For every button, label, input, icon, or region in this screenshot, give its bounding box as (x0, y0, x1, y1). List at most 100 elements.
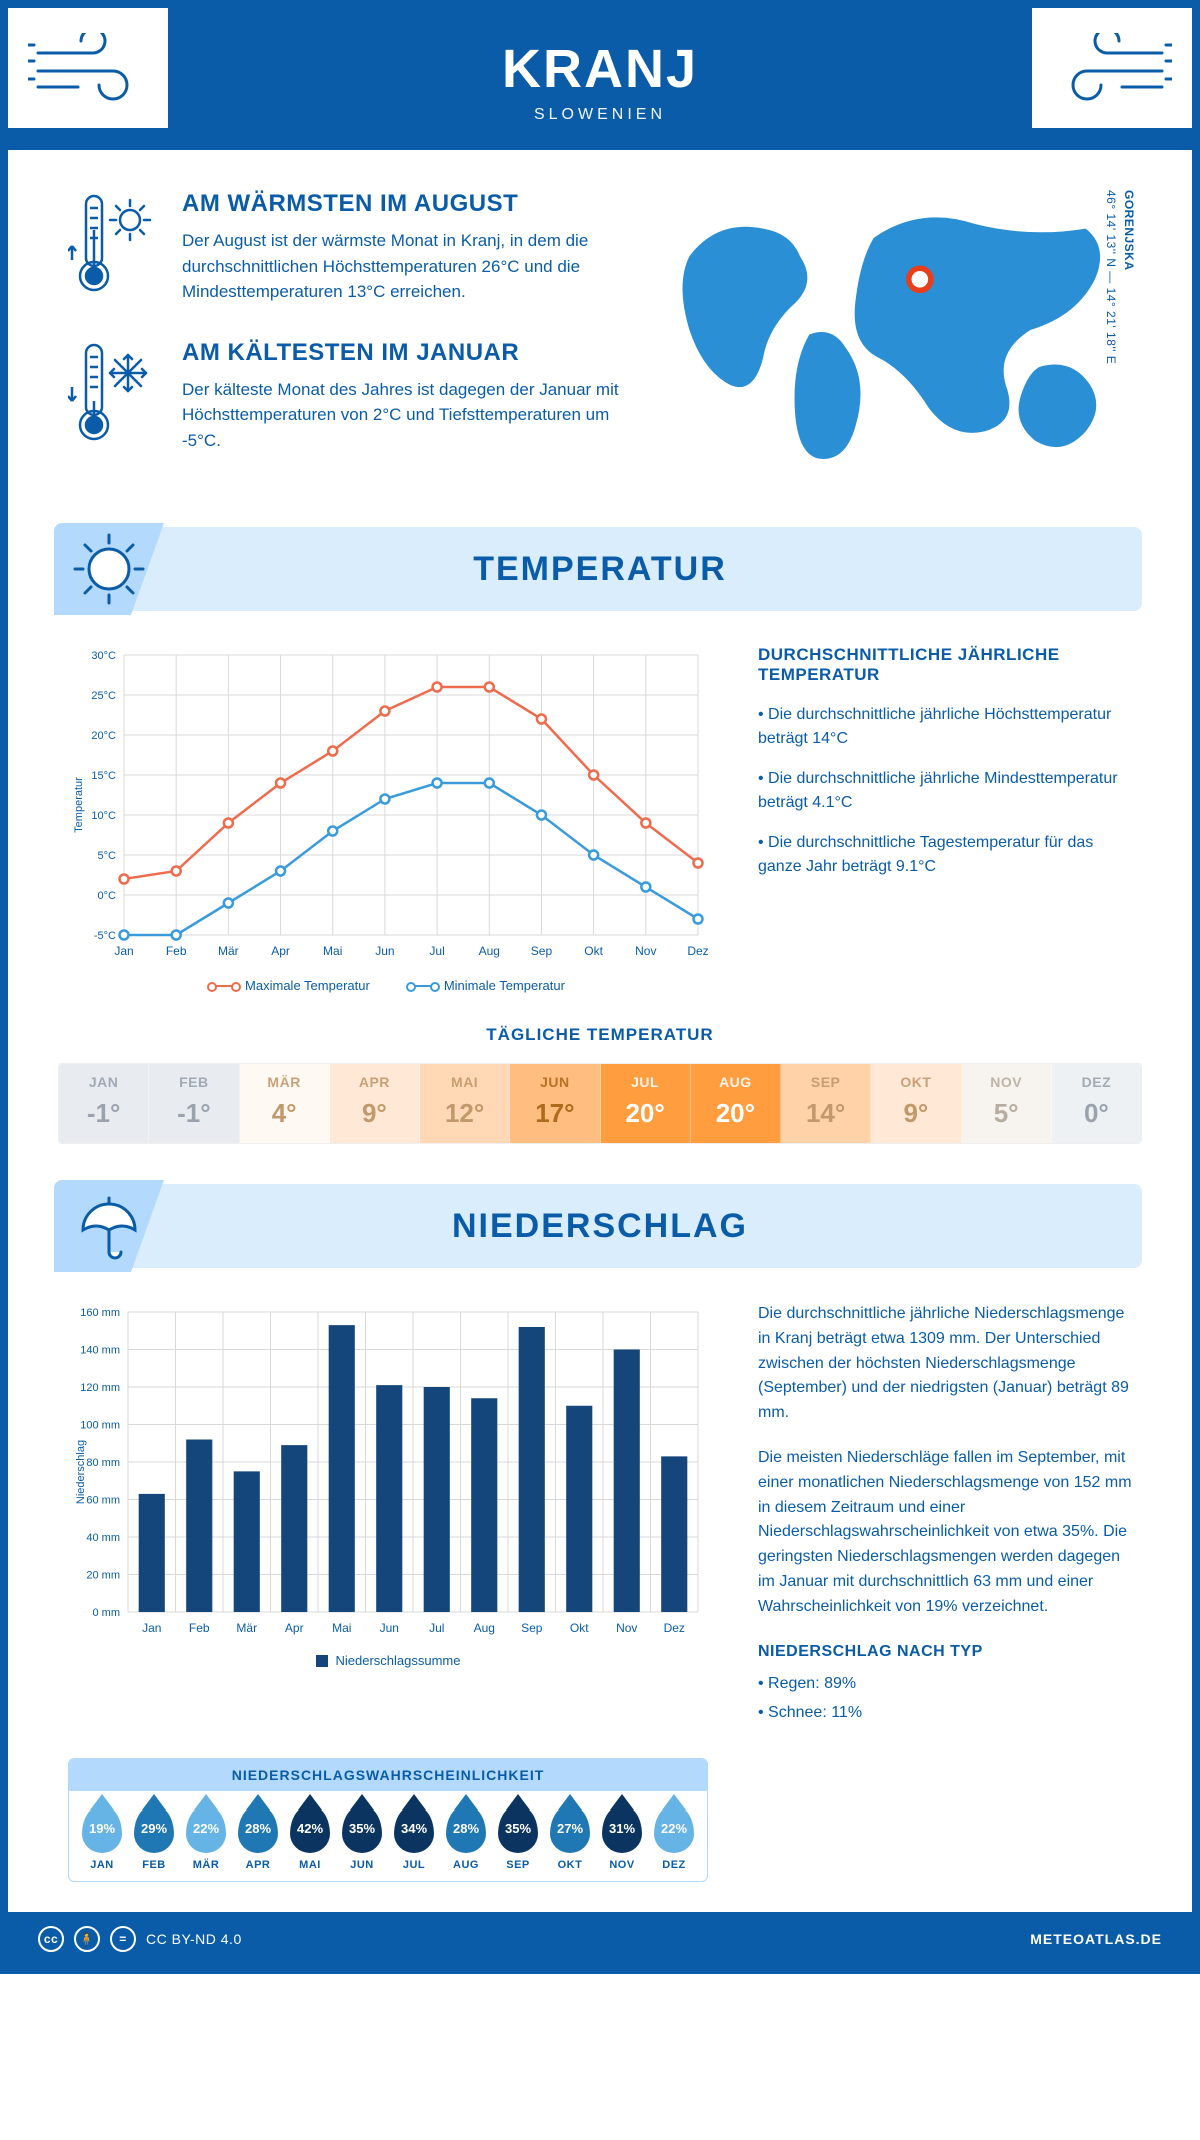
daily-cell: JUN17° (510, 1064, 600, 1143)
svg-text:Sep: Sep (531, 944, 553, 958)
section-title: TEMPERATUR (473, 550, 727, 589)
bullet: • Die durchschnittliche jährliche Mindes… (758, 767, 1132, 815)
svg-text:-5°C: -5°C (94, 930, 116, 942)
bullet: • Schnee: 11% (758, 1701, 1132, 1726)
fact-cold-text: Der kälteste Monat des Jahres ist dagege… (182, 377, 622, 454)
daily-cell: DEZ0° (1052, 1064, 1141, 1143)
daily-cell: APR9° (330, 1064, 420, 1143)
fact-warm-title: AM WÄRMSTEN IM AUGUST (182, 190, 622, 218)
precipitation-probability: NIEDERSCHLAGSWAHRSCHEINLICHKEIT 19% JAN … (68, 1758, 708, 1882)
svg-text:Jul: Jul (429, 944, 444, 958)
daily-cell: JUL20° (601, 1064, 691, 1143)
raindrop-icon: 29% (134, 1805, 174, 1853)
probability-cell: 28% APR (233, 1805, 283, 1871)
raindrop-icon: 35% (342, 1805, 382, 1853)
svg-text:Sep: Sep (521, 1621, 543, 1635)
svg-text:Okt: Okt (570, 1621, 589, 1635)
svg-text:Apr: Apr (271, 944, 290, 958)
probability-cell: 22% DEZ (649, 1805, 699, 1871)
svg-text:Nov: Nov (616, 1621, 637, 1635)
svg-text:20°C: 20°C (91, 730, 116, 742)
precipitation-bar-chart: 0 mm20 mm40 mm60 mm80 mm100 mm120 mm140 … (68, 1302, 708, 1730)
daily-temp-title: TÄGLICHE TEMPERATUR (8, 1025, 1192, 1045)
raindrop-icon: 28% (446, 1805, 486, 1853)
raindrop-icon: 34% (394, 1805, 434, 1853)
svg-text:Dez: Dez (664, 1621, 685, 1635)
svg-text:140 mm: 140 mm (80, 1345, 120, 1357)
svg-text:Mär: Mär (236, 1621, 257, 1635)
svg-text:120 mm: 120 mm (80, 1382, 120, 1394)
svg-text:100 mm: 100 mm (80, 1420, 120, 1432)
svg-text:10°C: 10°C (91, 810, 116, 822)
probability-cell: 35% JUN (337, 1805, 387, 1871)
bullet: • Die durchschnittliche Tagestemperatur … (758, 831, 1132, 879)
svg-text:Jun: Jun (380, 1621, 399, 1635)
thermometer-sun-icon (68, 190, 158, 305)
svg-text:40 mm: 40 mm (86, 1532, 120, 1544)
svg-text:15°C: 15°C (91, 770, 116, 782)
country-subtitle: SLOWENIEN (28, 106, 1172, 124)
site-brand: METEOATLAS.DE (1030, 1931, 1162, 1947)
raindrop-icon: 19% (82, 1805, 122, 1853)
probability-cell: 22% MÄR (181, 1805, 231, 1871)
fact-warm-text: Der August ist der wärmste Monat in Kran… (182, 228, 622, 305)
raindrop-icon: 35% (498, 1805, 538, 1853)
raindrop-icon: 22% (654, 1805, 694, 1853)
bullet: • Regen: 89% (758, 1672, 1132, 1697)
probability-cell: 29% FEB (129, 1805, 179, 1871)
fact-cold-title: AM KÄLTESTEN IM JANUAR (182, 339, 622, 367)
world-map-icon (671, 190, 1132, 470)
svg-text:Mai: Mai (332, 1621, 351, 1635)
probability-cell: 28% AUG (441, 1805, 491, 1871)
header: KRANJ SLOWENIEN (8, 8, 1192, 150)
probability-cell: 35% SEP (493, 1805, 543, 1871)
svg-text:30°C: 30°C (91, 650, 116, 662)
raindrop-icon: 42% (290, 1805, 330, 1853)
fact-coldest: AM KÄLTESTEN IM JANUAR Der kälteste Mona… (68, 339, 631, 454)
svg-text:Niederschlag: Niederschlag (75, 1440, 87, 1504)
svg-text:Aug: Aug (479, 944, 500, 958)
daily-cell: NOV5° (962, 1064, 1052, 1143)
section-title: NIEDERSCHLAG (452, 1207, 748, 1246)
svg-text:Feb: Feb (189, 1621, 210, 1635)
daily-temp-table: JAN-1° FEB-1° MÄR4° APR9° MAI12° JUN17° … (58, 1063, 1142, 1144)
svg-text:Okt: Okt (584, 944, 603, 958)
probability-cell: 27% OKT (545, 1805, 595, 1871)
daily-cell: MAI12° (420, 1064, 510, 1143)
infographic-page: KRANJ SLOWENIEN (0, 0, 1200, 1974)
temperature-legend: Maximale Temperatur Minimale Temperatur (68, 978, 708, 993)
svg-text:160 mm: 160 mm (80, 1307, 120, 1319)
svg-text:0°C: 0°C (98, 890, 117, 902)
svg-text:Temperatur: Temperatur (73, 777, 85, 833)
coordinates: GORENJSKA 46° 14' 13'' N — 14° 21' 18'' … (1102, 190, 1138, 364)
daily-cell: OKT9° (871, 1064, 961, 1143)
svg-text:Apr: Apr (285, 1621, 304, 1635)
svg-text:5°C: 5°C (98, 850, 117, 862)
probability-cell: 31% NOV (597, 1805, 647, 1871)
svg-text:80 mm: 80 mm (86, 1457, 120, 1469)
city-title: KRANJ (28, 38, 1172, 100)
probability-cell: 34% JUL (389, 1805, 439, 1871)
raindrop-icon: 22% (186, 1805, 226, 1853)
svg-text:25°C: 25°C (91, 690, 116, 702)
svg-text:20 mm: 20 mm (86, 1570, 120, 1582)
svg-text:60 mm: 60 mm (86, 1495, 120, 1507)
daily-cell: FEB-1° (149, 1064, 239, 1143)
license: cc 🧍 = CC BY-ND 4.0 (38, 1926, 242, 1952)
probability-cell: 42% MAI (285, 1805, 335, 1871)
svg-text:Jan: Jan (114, 944, 133, 958)
precipitation-summary: Die durchschnittliche jährliche Niedersc… (758, 1302, 1132, 1730)
svg-text:Feb: Feb (166, 944, 187, 958)
nd-icon: = (110, 1926, 136, 1952)
svg-text:Mär: Mär (218, 944, 239, 958)
raindrop-icon: 28% (238, 1805, 278, 1853)
thermometer-snow-icon (68, 339, 158, 454)
sun-icon (54, 523, 164, 615)
section-banner-temperature: TEMPERATUR (58, 527, 1142, 611)
svg-text:Jan: Jan (142, 1621, 161, 1635)
temperature-summary: DURCHSCHNITTLICHE JÄHRLICHE TEMPERATUR •… (758, 645, 1132, 993)
raindrop-icon: 31% (602, 1805, 642, 1853)
daily-cell: SEP14° (781, 1064, 871, 1143)
cc-icon: cc (38, 1926, 64, 1952)
precipitation-legend: Niederschlagssumme (68, 1653, 708, 1668)
